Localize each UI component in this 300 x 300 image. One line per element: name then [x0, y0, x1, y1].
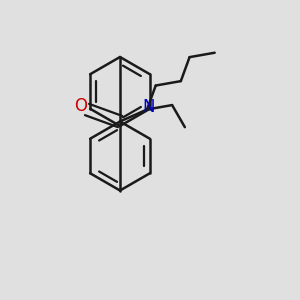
Text: O: O — [74, 97, 87, 115]
Text: N: N — [142, 98, 155, 116]
